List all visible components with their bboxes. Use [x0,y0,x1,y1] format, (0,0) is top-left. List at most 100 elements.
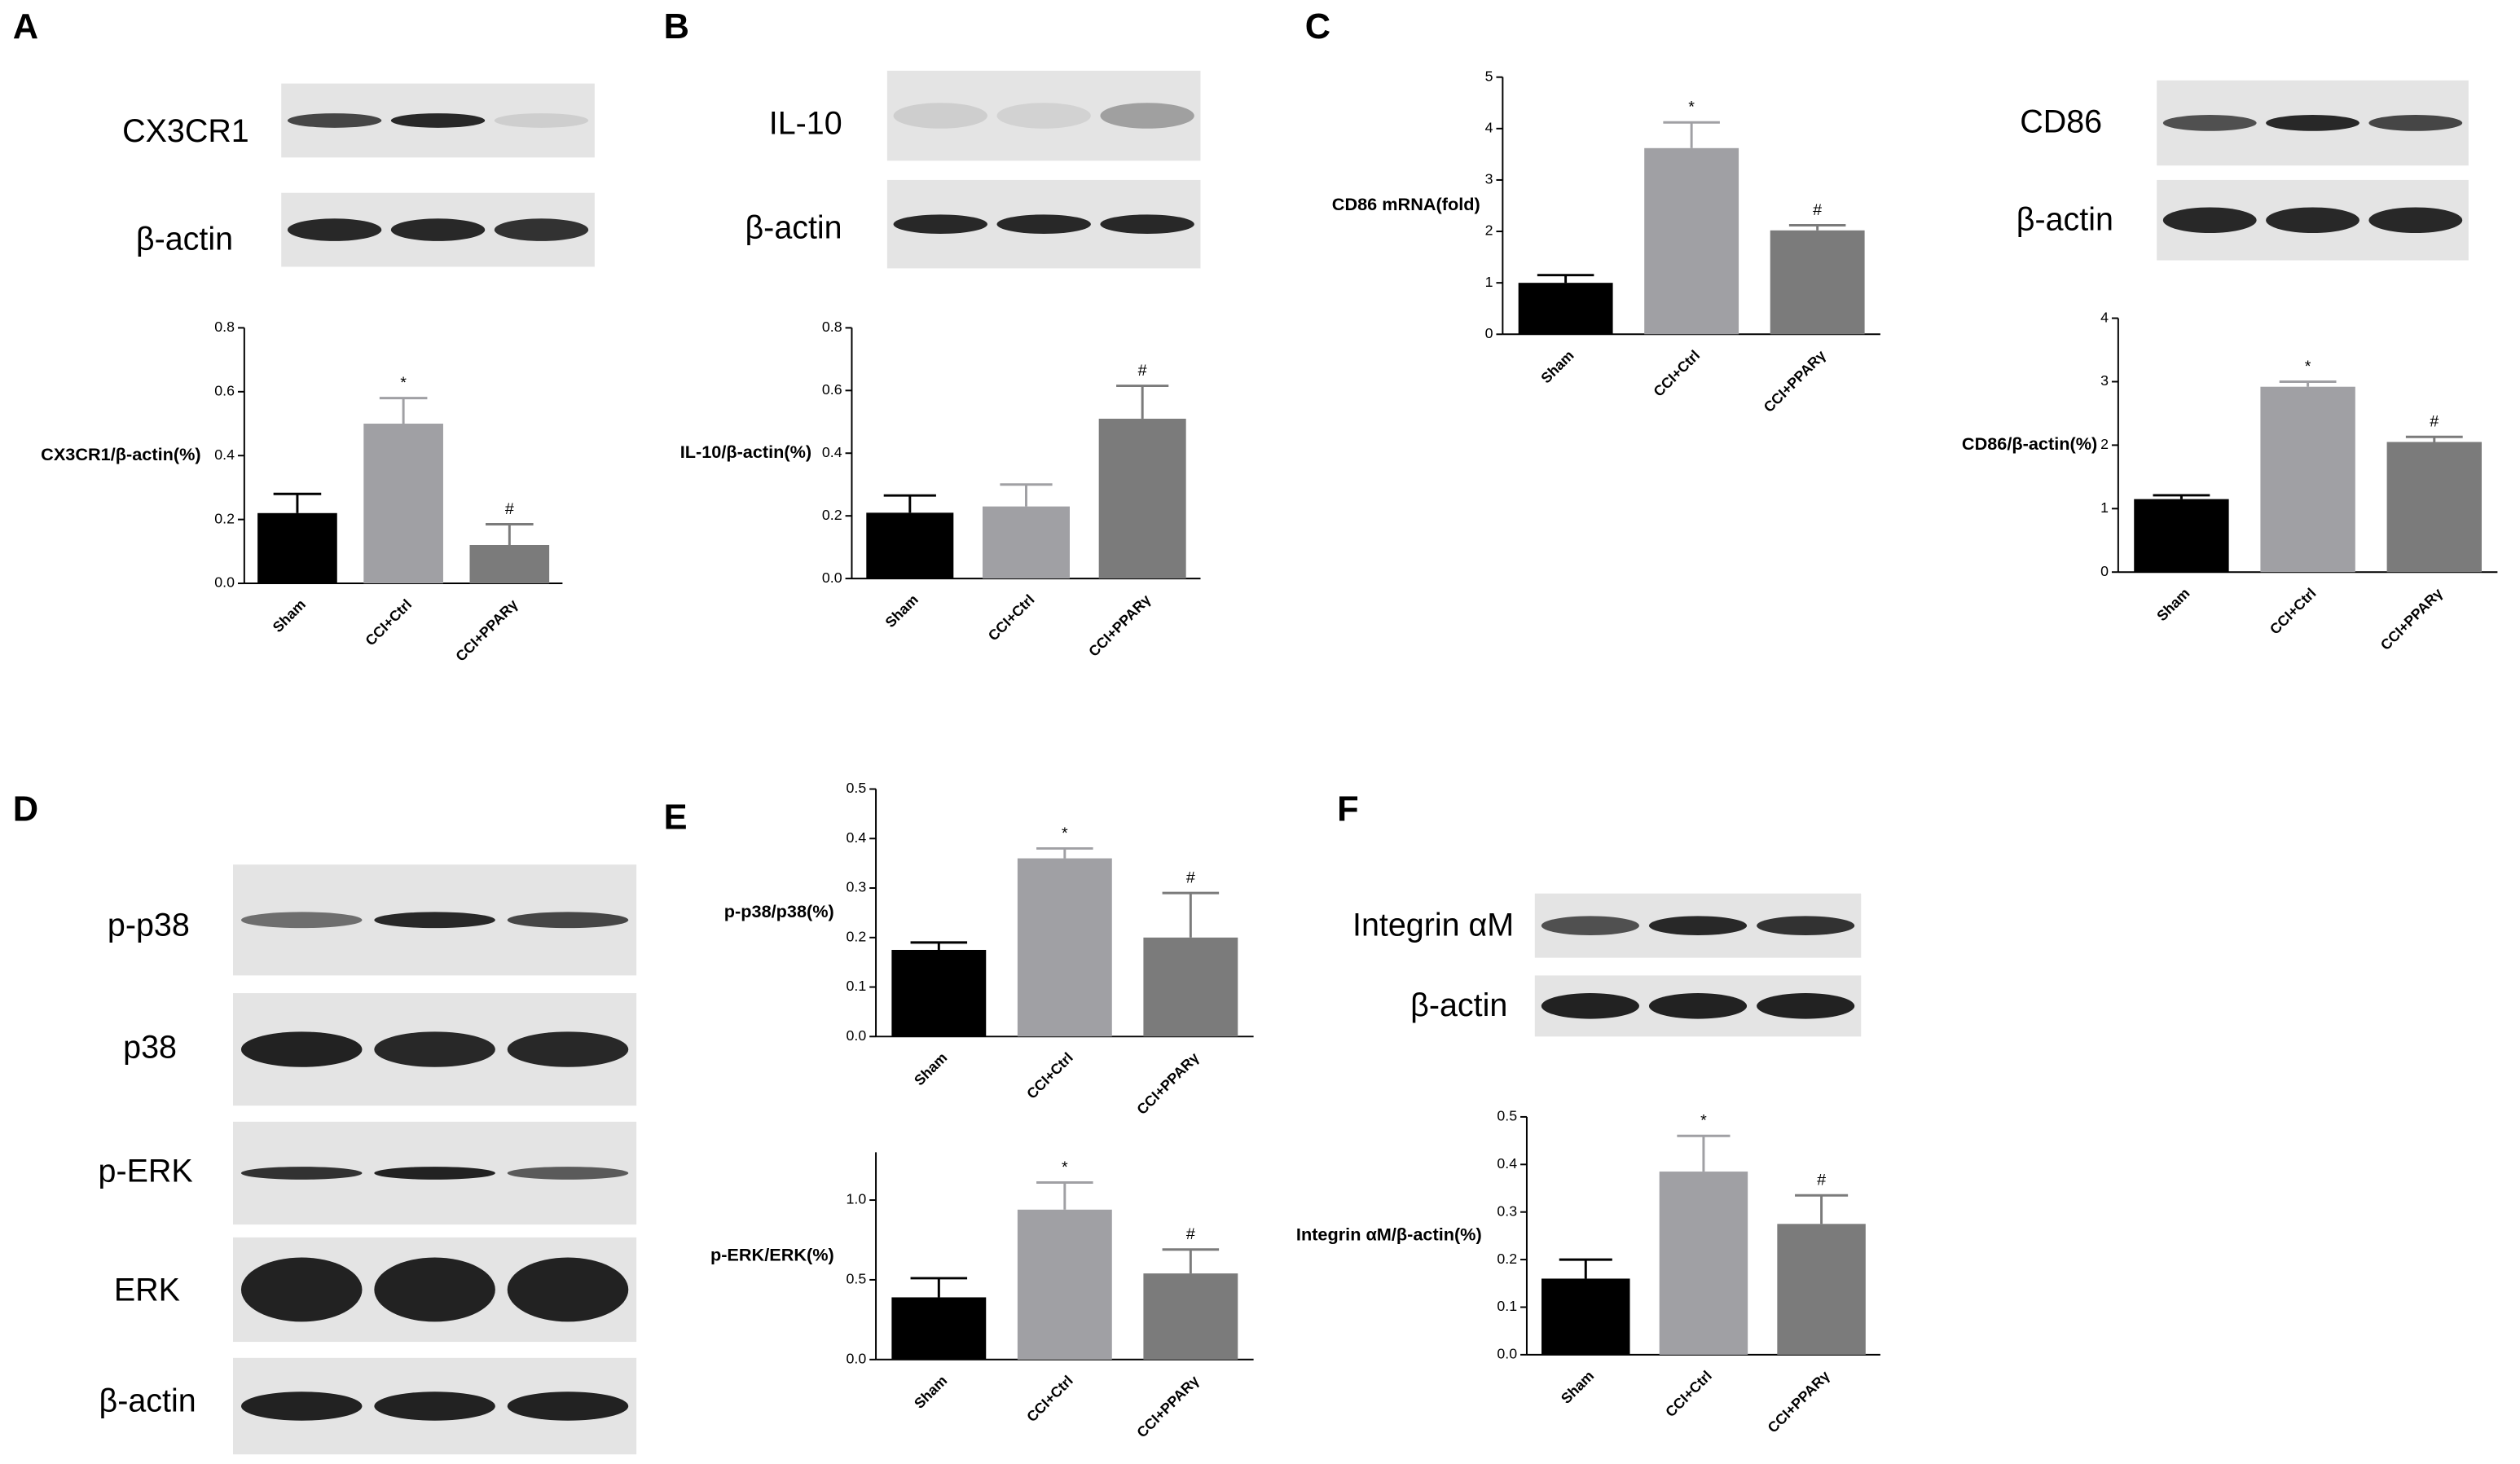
significance-marker: * [1700,1112,1707,1130]
y-tick-label: 0.4 [822,444,842,460]
y-tick-label: 1 [2100,499,2109,516]
y-tick-label: 0.6 [822,381,842,398]
significance-marker: * [2305,358,2311,376]
y-tick-label: 0.5 [1497,1108,1517,1124]
y-tick-label: 2 [1485,222,1493,239]
bar [982,506,1070,579]
blot-band [240,1257,363,1322]
blot-band [507,1257,629,1322]
blot-label: CX3CR1 [122,113,249,149]
blot-band [374,1031,495,1067]
y-tick-label: 0.0 [847,1027,867,1044]
blot-label: p38 [123,1030,177,1066]
significance-marker: # [1813,201,1822,219]
bar [1541,1278,1630,1355]
significance-marker: # [1817,1172,1826,1189]
blot-band [287,113,382,128]
blot-band [374,1391,495,1421]
blot-label: p-p38 [108,908,190,943]
blot-band [390,218,486,241]
y-tick-label: 0.5 [847,780,867,796]
panel-label: A [13,7,38,46]
blot-band [507,912,629,929]
blot-band [996,103,1091,129]
y-tick-label: 0.2 [822,507,842,523]
bar [866,512,954,579]
bar [363,424,443,584]
blot-band [287,218,382,241]
y-axis-label: p-ERK/ERK(%) [710,1244,834,1264]
y-tick-label: 0.4 [1497,1155,1517,1172]
blot-band [2266,207,2359,234]
blot-band [374,912,495,929]
y-tick-label: 0.3 [1497,1202,1517,1219]
y-tick-label: 4 [2100,309,2109,325]
blot-band [2368,115,2463,131]
y-tick-label: 0.5 [847,1271,867,1287]
panel-label: C [1305,7,1330,46]
significance-marker: * [1688,99,1695,117]
blot-band [1100,103,1194,129]
blot-label: CD86 [2020,103,2102,139]
blot-band [893,103,987,129]
blot-band [507,1167,629,1180]
significance-marker: # [505,500,514,518]
blot-band [1648,916,1748,936]
blot-band [1648,993,1748,1019]
bar [1518,283,1613,335]
blot-band [2266,115,2359,131]
blot-band [2368,207,2463,234]
bar [2134,499,2229,573]
y-tick-label: 0.3 [847,879,867,895]
panel-label: F [1337,790,1359,829]
bar [891,949,987,1037]
significance-marker: # [1186,1225,1195,1243]
blot-band [2162,207,2257,234]
y-tick-label: 0.8 [214,319,235,335]
bar [1017,858,1112,1037]
bar [2260,386,2355,573]
significance-marker: # [1138,362,1147,380]
y-tick-label: 0.0 [847,1350,867,1366]
blot-band [240,1391,363,1421]
bar [1143,937,1238,1037]
blot-band [240,1031,363,1067]
bar [1770,230,1865,335]
blot-band [2162,115,2257,131]
bar [1777,1224,1866,1355]
y-axis-label: CD86 mRNA(fold) [1332,194,1480,214]
blot-band [494,218,589,241]
y-tick-label: 0 [1485,325,1493,341]
y-tick-label: 0.8 [822,319,842,335]
y-tick-label: 0.0 [214,574,235,591]
y-tick-label: 0.6 [214,382,235,398]
blot-label: ERK [114,1272,180,1308]
bar [1659,1172,1748,1355]
blot-band [1100,214,1194,235]
blot-band [494,113,589,128]
blot-band [240,1167,363,1180]
significance-marker: * [1062,824,1068,842]
y-tick-label: 3 [1485,171,1493,187]
blot-label: β-actin [99,1383,196,1418]
blot-label: β-actin [745,209,842,245]
blot-band [1757,916,1855,936]
y-tick-label: 5 [1485,68,1493,84]
bar [1644,147,1739,335]
significance-marker: * [1062,1158,1068,1176]
y-tick-label: 0.2 [1497,1251,1517,1267]
y-axis-label: Integrin αM/β-actin(%) [1296,1224,1482,1245]
blot-band [507,1031,629,1067]
y-tick-label: 0.4 [214,446,235,463]
blot-band [374,1167,495,1180]
blot-label: Integrin αM [1352,908,1514,943]
blot-band [240,912,363,929]
blot-label: β-actin [2016,202,2113,238]
y-tick-label: 0.4 [847,829,867,846]
y-axis-label: CX3CR1/β-actin(%) [41,444,200,464]
blot-band [390,113,486,128]
panel-label: D [13,790,38,829]
significance-marker: # [1186,869,1195,887]
y-tick-label: 4 [1485,119,1493,135]
panel-label: E [664,798,688,837]
